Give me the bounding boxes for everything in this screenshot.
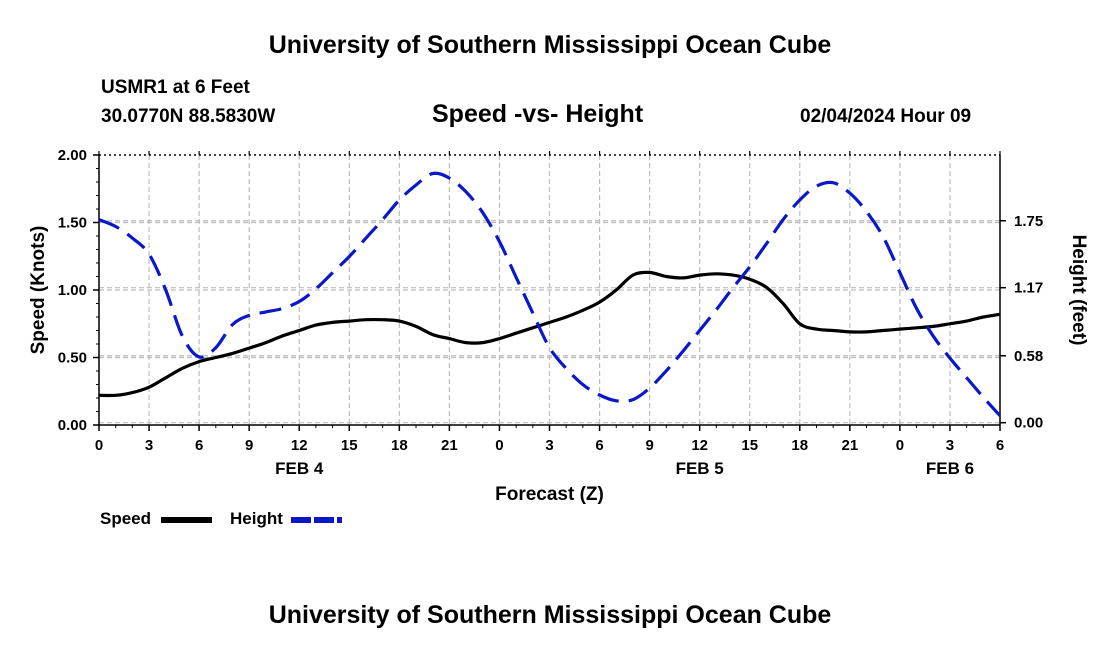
y2-axis-label: Height (feet) xyxy=(1068,235,1089,346)
y2-tick-label: 0.58 xyxy=(1014,348,1043,365)
x-tick-label: 6 xyxy=(996,437,1004,454)
coordinates-label: 30.0770N 88.5830W xyxy=(101,106,276,127)
x-tick-label: 21 xyxy=(841,437,858,454)
x-tick-label: 3 xyxy=(946,437,954,454)
x-tick-label: 6 xyxy=(595,437,603,454)
x-tick-label: 0 xyxy=(495,437,503,454)
day-label: FEB 4 xyxy=(275,459,324,478)
series-speed-line xyxy=(99,270,1000,398)
legend-height-label: Height xyxy=(230,509,283,528)
x-tick-label: 12 xyxy=(691,437,708,454)
x-tick-label: 21 xyxy=(441,437,458,454)
day-label: FEB 5 xyxy=(676,459,724,478)
y2-tick-label: 1.75 xyxy=(1014,213,1043,230)
bottom-title: University of Southern Mississippi Ocean… xyxy=(268,601,832,629)
x-tick-label: 6 xyxy=(195,437,203,454)
x-tick-label: 12 xyxy=(291,437,308,454)
x-tick-label: 15 xyxy=(341,437,358,454)
chart-title: Speed -vs- Height xyxy=(432,100,644,128)
x-tick-label: 15 xyxy=(741,437,758,454)
y-tick-label: 0.50 xyxy=(58,350,87,367)
y2-tick-label: 0.00 xyxy=(1014,415,1043,432)
day-label: FEB 6 xyxy=(926,459,974,478)
x-tick-label: 9 xyxy=(245,437,253,454)
y-tick-label: 0.00 xyxy=(58,417,87,434)
y-tick-label: 1.50 xyxy=(58,215,87,232)
x-tick-label: 3 xyxy=(145,437,153,454)
y-tick-label: 1.00 xyxy=(58,282,87,299)
x-tick-label: 18 xyxy=(391,437,408,454)
x-tick-label: 0 xyxy=(95,437,103,454)
y-axis-label: Speed (Knots) xyxy=(28,226,49,355)
x-axis-label: Forecast (Z) xyxy=(495,484,604,505)
datetime-label: 02/04/2024 Hour 09 xyxy=(800,106,972,127)
x-tick-label: 9 xyxy=(645,437,653,454)
y2-tick-label: 1.17 xyxy=(1014,280,1043,297)
top-title: University of Southern Mississippi Ocean… xyxy=(268,31,832,59)
x-tick-label: 0 xyxy=(896,437,904,454)
y-tick-label: 2.00 xyxy=(58,147,87,164)
station-label: USMR1 at 6 Feet xyxy=(101,77,250,98)
series-height-line xyxy=(99,171,1000,417)
x-tick-label: 3 xyxy=(545,437,553,454)
x-tick-label: 18 xyxy=(791,437,808,454)
legend-speed-label: Speed xyxy=(100,509,152,528)
